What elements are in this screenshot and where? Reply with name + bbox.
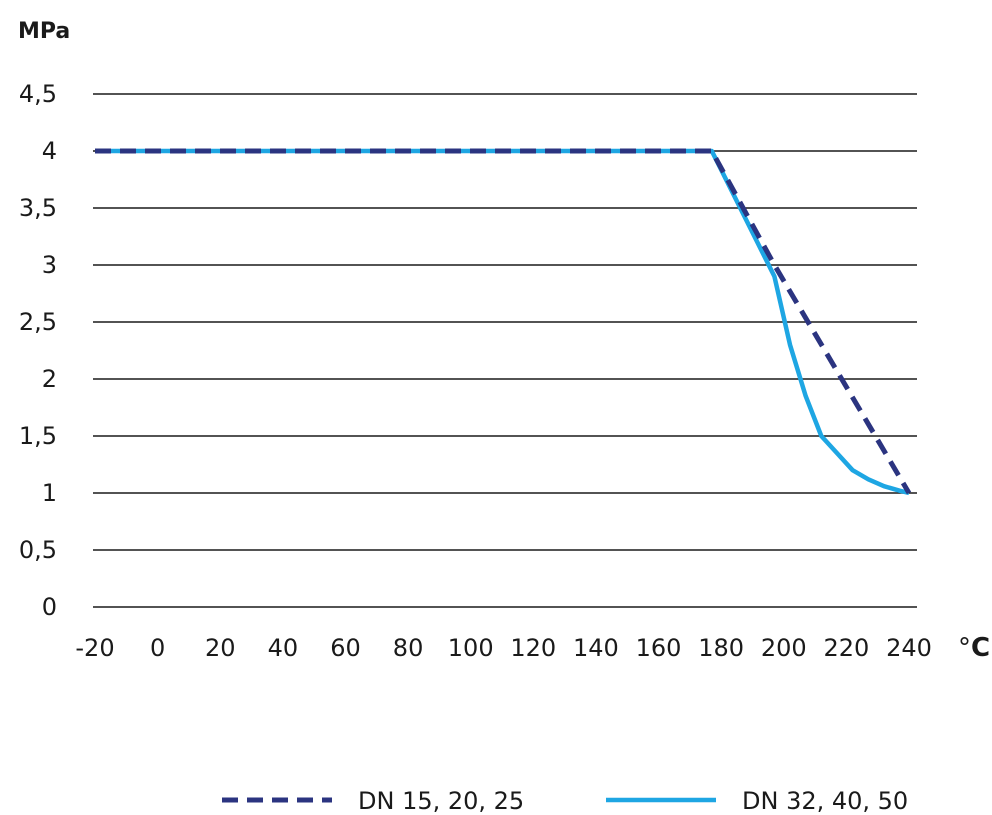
x-tick-label: -20 [75, 634, 114, 662]
x-tick-labels: -20 0 20 40 60 80 100 120 140 160 180 200 220 240 [75, 634, 932, 662]
y-tick-labels: 0 0,5 1 1,5 2 2,5 3 3,5 4 4,5 [19, 80, 57, 621]
x-axis-unit-label: °C [958, 633, 990, 663]
y-tick-label: 1 [42, 479, 57, 507]
x-tick-label: 80 [393, 634, 424, 662]
x-axis-unit-letter: C [971, 633, 990, 663]
y-tick-label: 2,5 [19, 308, 57, 336]
y-tick-label: 1,5 [19, 422, 57, 450]
series-line-solid [95, 148, 910, 496]
x-tick-label: 20 [205, 634, 236, 662]
x-tick-label: 120 [510, 634, 556, 662]
x-axis-unit-degree: ° [958, 633, 971, 663]
y-tick-label: 2 [42, 365, 57, 393]
y-tick-label: 3 [42, 251, 57, 279]
legend-label: DN 32, 40, 50 [742, 787, 908, 815]
y-tick-label: 3,5 [19, 194, 57, 222]
x-tick-label: 220 [823, 634, 869, 662]
x-tick-label: 0 [150, 634, 165, 662]
legend-label: DN 15, 20, 25 [358, 787, 524, 815]
series-line-dashed [95, 148, 912, 495]
series-lines [95, 148, 912, 496]
y-tick-label: 0 [42, 593, 57, 621]
x-tick-label: 100 [448, 634, 494, 662]
x-tick-label: 160 [636, 634, 682, 662]
x-tick-label: 140 [573, 634, 619, 662]
x-tick-label: 40 [268, 634, 299, 662]
x-tick-label: 180 [698, 634, 744, 662]
x-tick-label: 240 [886, 634, 932, 662]
y-axis-unit-label: MPa [18, 19, 70, 44]
y-tick-label: 4,5 [19, 80, 57, 108]
y-tick-label: 0,5 [19, 536, 57, 564]
x-tick-label: 200 [761, 634, 807, 662]
x-tick-label: 60 [330, 634, 361, 662]
legend: DN 15, 20, 25 DN 32, 40, 50 [222, 787, 908, 815]
y-tick-label: 4 [42, 137, 57, 165]
